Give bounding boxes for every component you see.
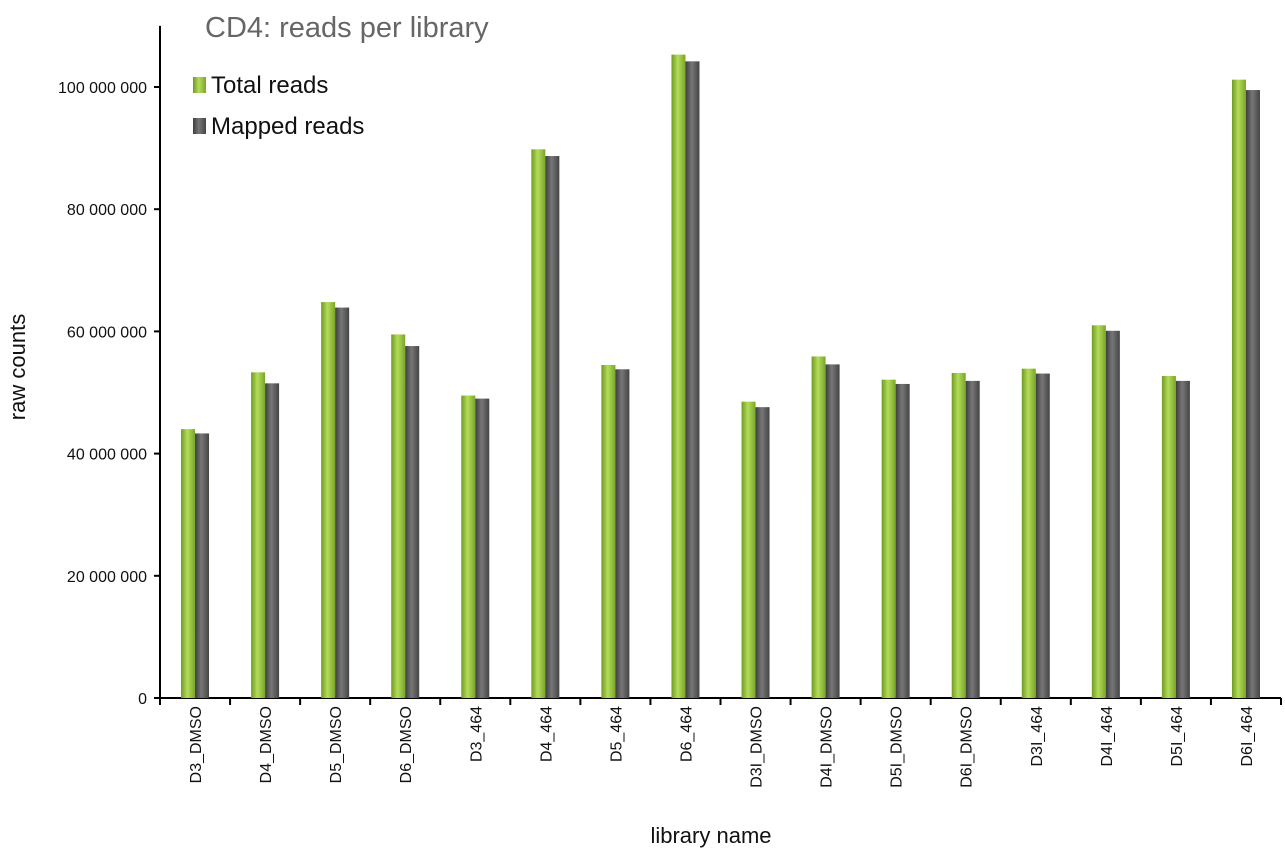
bar-mapped-reads <box>615 369 630 698</box>
bar-total-reads <box>181 429 196 698</box>
bar-mapped-reads <box>405 346 420 698</box>
chart-title: CD4: reads per library <box>205 12 489 44</box>
x-tick-label: D5_464 <box>608 706 625 762</box>
bar-total-reads <box>1091 325 1106 698</box>
y-tick-label: 0 <box>138 691 147 708</box>
bar-total-reads <box>741 401 756 698</box>
bar-total-reads <box>321 302 336 698</box>
x-tick-label: D6_DMSO <box>398 706 415 783</box>
bar-mapped-reads <box>475 398 490 698</box>
x-tick-label: D3_DMSO <box>188 706 205 783</box>
x-tick-label: D6I_464 <box>1239 706 1256 767</box>
bar-total-reads <box>251 372 266 698</box>
x-tick-label: D3_464 <box>468 706 485 762</box>
bar-total-reads <box>951 372 966 698</box>
x-tick-label: D5_DMSO <box>328 706 345 783</box>
x-tick-label: D4_DMSO <box>258 706 275 783</box>
bar-total-reads <box>1231 79 1246 699</box>
x-tick-label: D5I_464 <box>1169 706 1186 767</box>
bar-mapped-reads <box>685 61 700 698</box>
bar-mapped-reads <box>1035 373 1050 698</box>
bar-mapped-reads <box>545 156 560 699</box>
x-tick-label: D4I_464 <box>1099 706 1116 767</box>
x-axis-title: library name <box>650 823 771 848</box>
bar-mapped-reads <box>195 433 210 698</box>
legend-swatch-total-reads <box>193 77 206 93</box>
bar-total-reads <box>461 395 476 698</box>
legend-label-total-reads: Total reads <box>211 72 328 99</box>
bar-mapped-reads <box>825 364 840 698</box>
y-tick-label: 100 000 000 <box>58 80 147 97</box>
bar-total-reads <box>1161 376 1176 698</box>
y-tick-label: 60 000 000 <box>67 324 147 341</box>
bar-total-reads <box>391 334 406 698</box>
y-axis-title: raw counts <box>5 314 30 420</box>
legend: Total reads Mapped reads <box>193 72 364 140</box>
x-tick-label: D4_464 <box>538 706 555 762</box>
legend-label-mapped-reads: Mapped reads <box>211 113 364 140</box>
x-tick-label: D3I_464 <box>1029 706 1046 767</box>
y-tick-label: 80 000 000 <box>67 202 147 219</box>
x-tick-label: D4I_DMSO <box>819 706 836 788</box>
bar-mapped-reads <box>755 407 770 698</box>
bar-total-reads <box>1021 368 1036 698</box>
bar-total-reads <box>601 365 616 698</box>
bar-mapped-reads <box>1245 90 1260 699</box>
bar-total-reads <box>881 379 896 698</box>
y-tick-label: 40 000 000 <box>67 447 147 464</box>
x-tick-label: D5I_DMSO <box>889 706 906 788</box>
bar-total-reads <box>811 356 826 698</box>
bar-mapped-reads <box>335 307 350 698</box>
x-tick-label: D3I_DMSO <box>749 706 766 788</box>
bar-mapped-reads <box>965 380 980 698</box>
x-tick-label: D6I_DMSO <box>959 706 976 788</box>
bar-total-reads <box>671 54 686 698</box>
bar-mapped-reads <box>1175 380 1190 698</box>
y-tick-label: 20 000 000 <box>67 569 147 586</box>
bar-mapped-reads <box>1105 330 1120 698</box>
legend-swatch-mapped-reads <box>193 118 206 134</box>
plot-area: 0 20 000 000 40 000 000 60 000 000 80 000 00… <box>58 25 1282 788</box>
x-tick-label: D6_464 <box>678 706 695 762</box>
bar-mapped-reads <box>895 383 910 698</box>
bar-total-reads <box>531 149 546 698</box>
bar-mapped-reads <box>265 383 280 698</box>
